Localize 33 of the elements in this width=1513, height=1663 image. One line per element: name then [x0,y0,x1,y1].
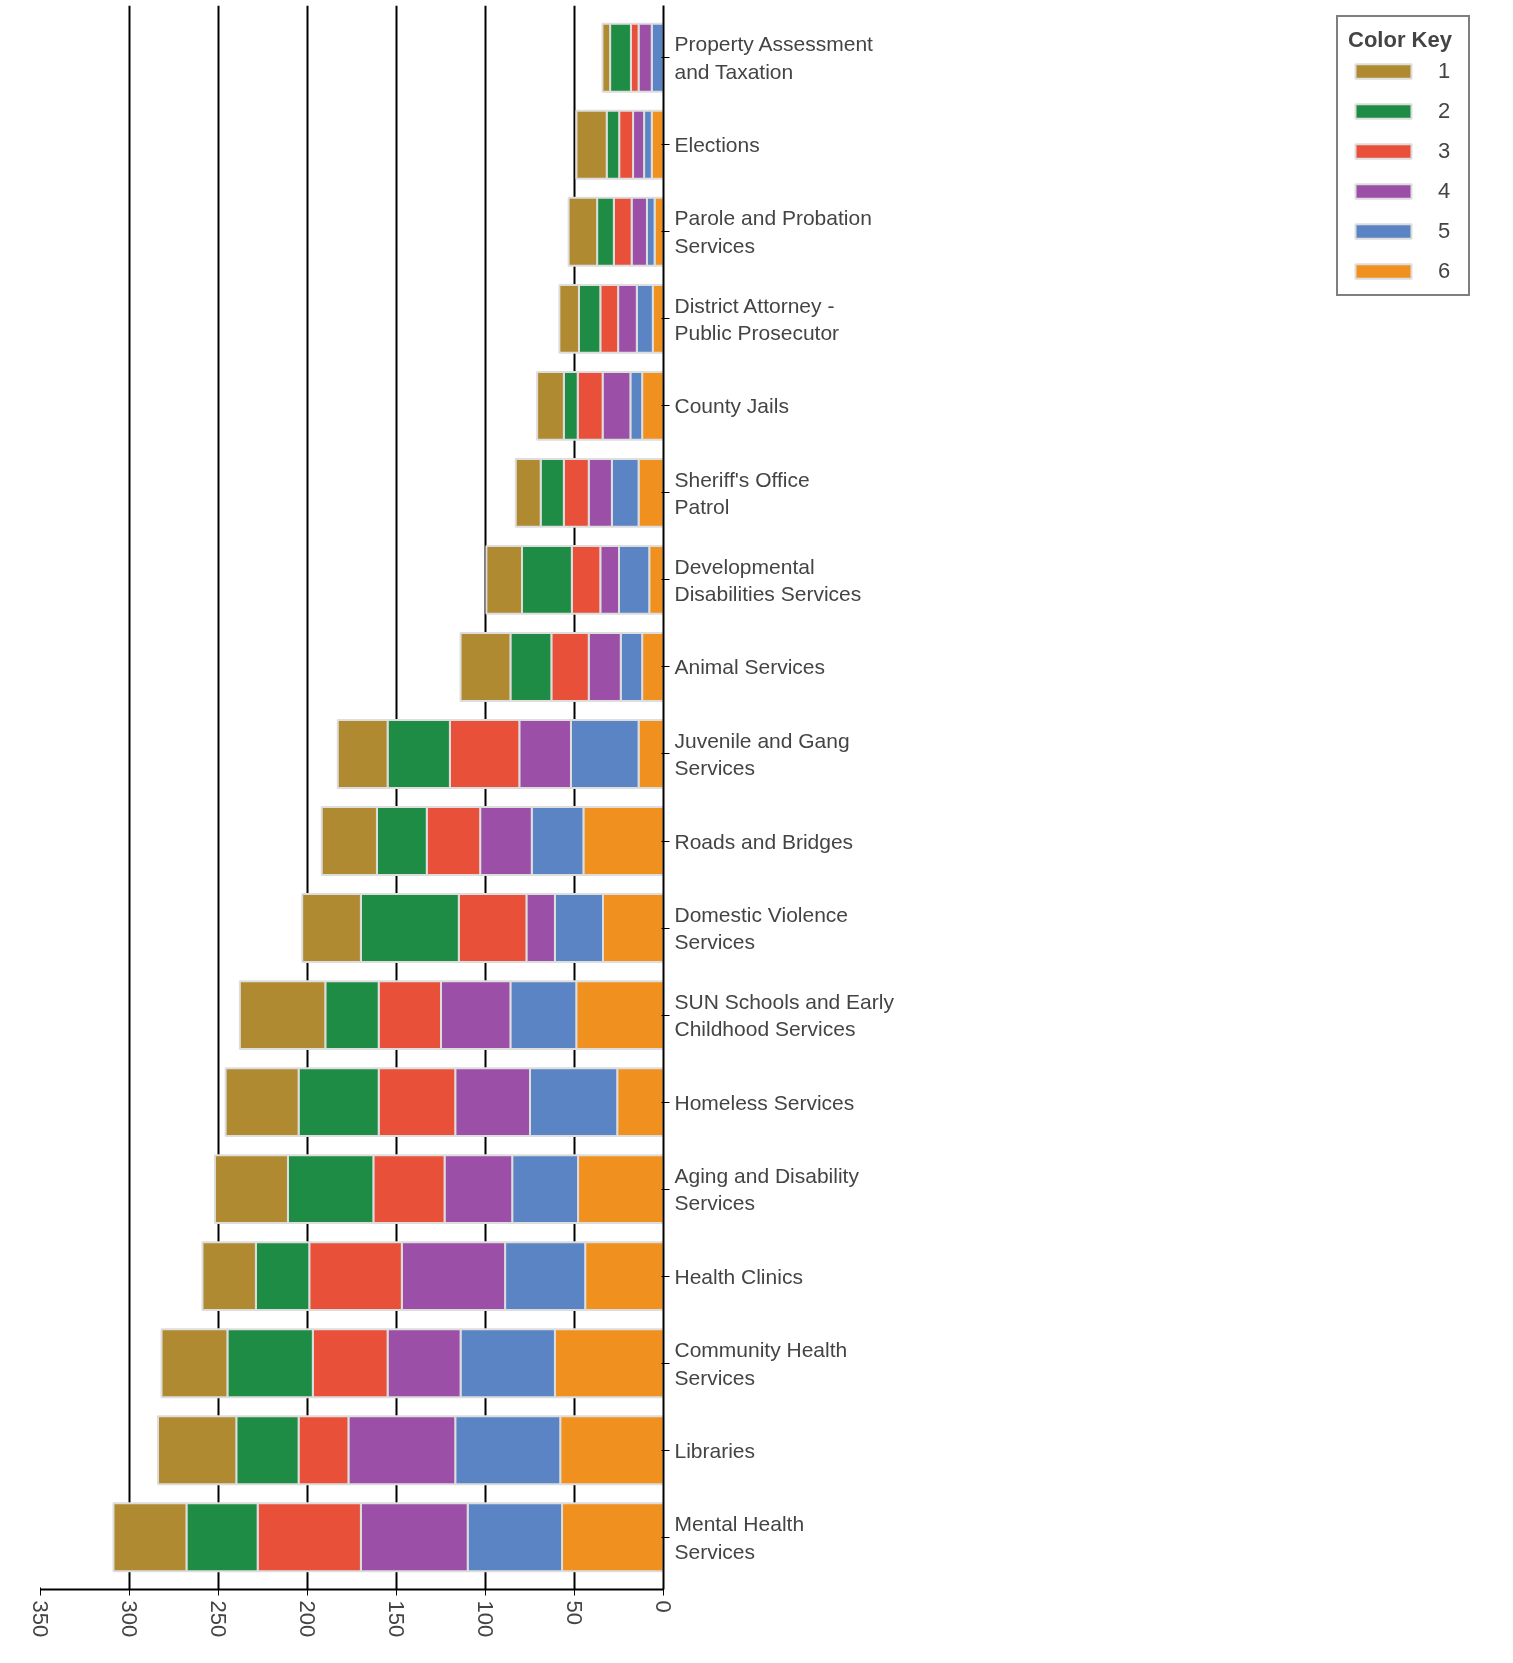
y-tick-label: Health Clinics [674,1264,803,1288]
y-tick-label: Animal Services [674,655,826,679]
legend-label: 2 [1438,98,1452,124]
y-tick-label: Domestic Violence Services [674,902,849,954]
y-tick-label: Sheriff's Office Patrol [674,467,810,519]
y-tick-label: Property Assessment and Taxation [674,32,874,84]
y-tick-label: Developmental Disabilities Services [674,554,862,606]
x-tick-label: 300 [117,1600,142,1638]
y-tick-label: SUN Schools and Early Childhood Services [674,989,895,1041]
x-tick-label: 100 [473,1600,498,1638]
y-tick-label: Elections [674,133,760,157]
y-tick-label: County Jails [674,394,789,418]
y-tick-label: Libraries [674,1438,756,1462]
x-tick-label: 0 [651,1600,676,1613]
x-tick-label: 250 [206,1600,231,1638]
x-tick-label: 350 [28,1600,53,1638]
y-tick-label: Aging and Disability Services [674,1163,860,1215]
legend-title: Color Key [1348,27,1453,53]
legend-label: 3 [1438,138,1452,164]
x-tick-label: 50 [562,1600,587,1625]
y-tick-label: Mental Health Services [674,1511,805,1563]
legend-label: 5 [1438,218,1452,244]
y-tick-label: Community Health Services [674,1337,848,1389]
y-tick-label: Parole and Probation Services [674,206,872,258]
x-tick-label: 150 [384,1600,409,1638]
y-tick-label: Juvenile and Gang Services [674,728,850,780]
y-tick-label: Homeless Services [674,1090,855,1114]
y-tick-label: District Attorney - Public Prosecutor [674,293,840,345]
y-tick-label: Roads and Bridges [674,829,854,853]
x-tick-label: 200 [295,1600,320,1638]
legend-label: 6 [1438,258,1452,284]
legend-label: 1 [1438,58,1452,84]
legend-label: 4 [1438,178,1452,204]
